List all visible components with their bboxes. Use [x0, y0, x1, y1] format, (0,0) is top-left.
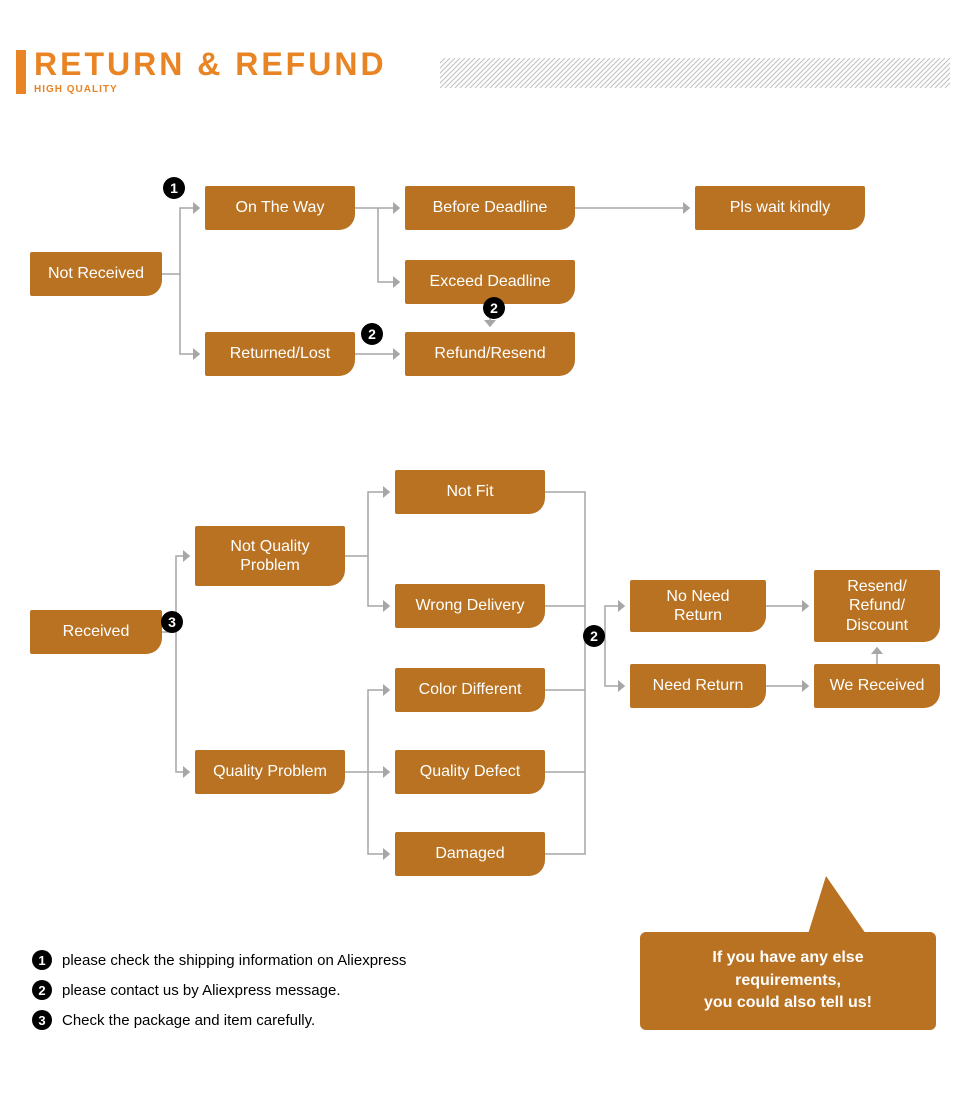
node-color-diff: Color Different [395, 668, 545, 712]
node-need-return: Need Return [630, 664, 766, 708]
footnote-row: 1 please check the shipping information o… [32, 950, 406, 970]
badge-2: 2 [483, 297, 505, 319]
node-refund-resend: Refund/Resend [405, 332, 575, 376]
header-hatch-decoration [440, 58, 950, 88]
page-title: RETURN & REFUND [34, 46, 387, 83]
node-not-fit: Not Fit [395, 470, 545, 514]
node-wrong-delivery: Wrong Delivery [395, 584, 545, 628]
footnote-badge: 2 [32, 980, 52, 1000]
badge-3: 3 [161, 611, 183, 633]
footnote-text: please check the shipping information on… [62, 952, 406, 969]
node-not-received: Not Received [30, 252, 162, 296]
footnote-text: Check the package and item carefully. [62, 1012, 315, 1029]
footnote-row: 2 please contact us by Aliexpress message… [32, 980, 406, 1000]
badge-2: 2 [361, 323, 383, 345]
node-received: Received [30, 610, 162, 654]
node-damaged: Damaged [395, 832, 545, 876]
node-no-need-return: No Need Return [630, 580, 766, 632]
node-returned-lost: Returned/Lost [205, 332, 355, 376]
badge-1: 1 [163, 177, 185, 199]
footnote-row: 3 Check the package and item carefully. [32, 1010, 406, 1030]
footnote-text: please contact us by Aliexpress message. [62, 982, 340, 999]
node-before-deadline: Before Deadline [405, 186, 575, 230]
node-on-the-way: On The Way [205, 186, 355, 230]
bubble-tail [808, 876, 866, 934]
tip-bubble: If you have any else requirements, you c… [640, 932, 936, 1030]
footnotes: 1 please check the shipping information o… [32, 950, 406, 1040]
node-not-quality: Not Quality Problem [195, 526, 345, 586]
node-pls-wait: Pls wait kindly [695, 186, 865, 230]
footnote-badge: 1 [32, 950, 52, 970]
node-quality: Quality Problem [195, 750, 345, 794]
tip-bubble-text: If you have any else requirements, you c… [704, 947, 872, 1014]
header-accent-bar [16, 50, 26, 94]
footnote-badge: 3 [32, 1010, 52, 1030]
node-we-received: We Received [814, 664, 940, 708]
node-resend-refund: Resend/ Refund/ Discount [814, 570, 940, 642]
node-quality-defect: Quality Defect [395, 750, 545, 794]
page-subtitle: HIGH QUALITY [34, 84, 118, 95]
badge-2: 2 [583, 625, 605, 647]
